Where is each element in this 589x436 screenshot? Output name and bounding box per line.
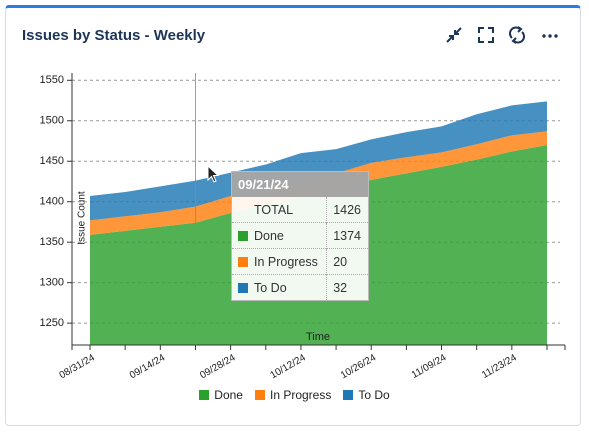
tooltip: 09/21/24 TOTAL 1426 Done 1374 In Progress 20… xyxy=(231,171,369,301)
x-tick-label: 09/28/24 xyxy=(198,352,238,381)
area xyxy=(90,101,547,221)
tooltip-value: 32 xyxy=(326,274,368,300)
legend-item[interactable]: In Progress xyxy=(254,388,332,402)
fullscreen-icon[interactable] xyxy=(477,26,495,44)
tooltip-series-name: In Progress xyxy=(254,254,318,269)
tooltip-value: 20 xyxy=(326,248,368,275)
x-tick-label: 11/09/24 xyxy=(410,352,449,381)
legend-label: Done xyxy=(214,388,243,402)
x-tick-label: 09/14/24 xyxy=(128,352,168,381)
tooltip-date: 09/21/24 xyxy=(232,172,368,197)
tooltip-series: To Do xyxy=(232,274,327,300)
tooltip-table: TOTAL 1426 Done 1374 In Progress 20 To Do 32 xyxy=(232,197,368,300)
y-tick-label: 1550 xyxy=(40,74,64,86)
y-tick-label: 1250 xyxy=(40,317,64,329)
x-tick-label: 10/26/24 xyxy=(339,352,379,381)
tooltip-series-name: To Do xyxy=(254,280,287,295)
widget-card xyxy=(5,5,581,426)
more-icon[interactable] xyxy=(541,26,559,44)
mouse-cursor xyxy=(207,165,220,183)
legend-item[interactable]: To Do xyxy=(343,388,390,402)
x-tick-label: 10/12/24 xyxy=(269,352,309,381)
legend-swatch xyxy=(343,390,354,400)
widget-title: Issues by Status - Weekly xyxy=(22,27,206,44)
collapse-icon[interactable] xyxy=(445,26,463,44)
x-axis-title: Time xyxy=(306,331,330,343)
legend-label: To Do xyxy=(358,388,390,402)
tooltip-total-label: TOTAL xyxy=(254,202,294,217)
y-tick-label: 1400 xyxy=(40,196,64,208)
tooltip-series-name: Done xyxy=(254,228,284,243)
tooltip-total: 1426 xyxy=(326,197,368,223)
y-tick-label: 1350 xyxy=(40,236,64,248)
tooltip-row: In Progress 20 xyxy=(232,248,368,275)
tooltip-value: 1374 xyxy=(326,222,368,249)
tooltip-row: Done 1374 xyxy=(232,222,368,249)
legend-swatch xyxy=(254,390,265,400)
tooltip-swatch xyxy=(238,282,248,293)
x-tick-label: 11/23/24 xyxy=(480,352,519,381)
legend-item[interactable]: Done xyxy=(199,388,243,402)
legend-swatch xyxy=(199,390,210,400)
y-tick-label: 1450 xyxy=(40,155,64,167)
y-tick-label: 1500 xyxy=(40,115,64,127)
legend: Done In Progress To Do xyxy=(0,388,589,402)
tooltip-series: Done xyxy=(232,222,327,249)
tooltip-series: In Progress xyxy=(232,248,327,275)
tooltip-swatch xyxy=(238,230,248,241)
x-tick-label: 08/31/24 xyxy=(58,352,98,381)
refresh-icon[interactable] xyxy=(508,26,526,44)
tooltip-row: To Do 32 xyxy=(232,274,368,300)
y-tick-label: 1300 xyxy=(40,277,64,289)
y-axis-title: Issue Count xyxy=(77,191,88,245)
tooltip-swatch xyxy=(238,256,248,267)
legend-label: In Progress xyxy=(269,388,332,402)
